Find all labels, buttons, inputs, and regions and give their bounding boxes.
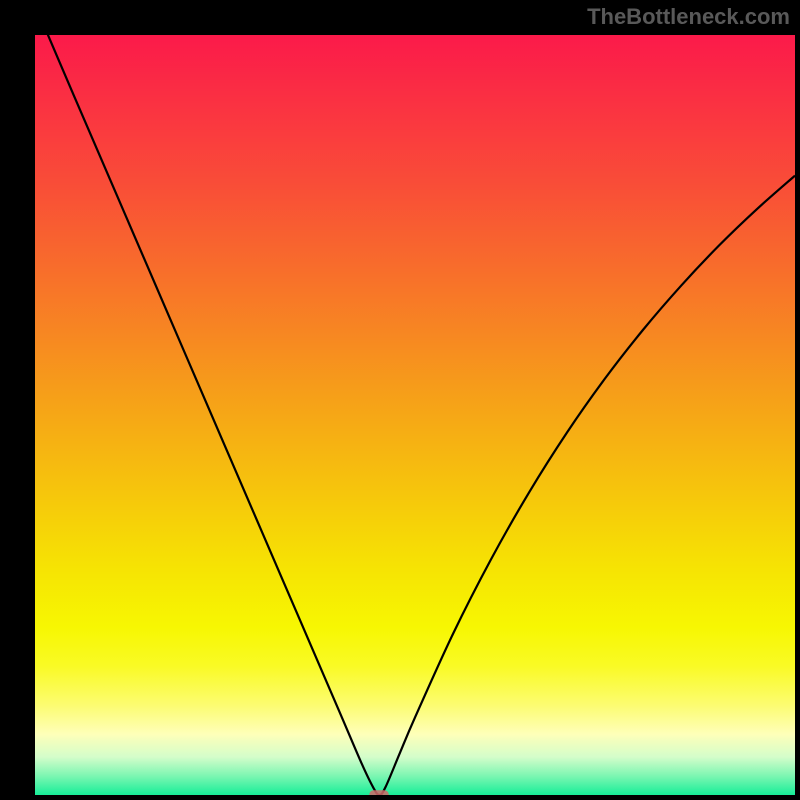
chart-container: TheBottleneck.com xyxy=(0,0,800,800)
gradient-background xyxy=(35,35,795,795)
watermark-text: TheBottleneck.com xyxy=(587,4,790,30)
optimal-point-marker xyxy=(369,790,389,795)
plot-area xyxy=(35,35,795,795)
